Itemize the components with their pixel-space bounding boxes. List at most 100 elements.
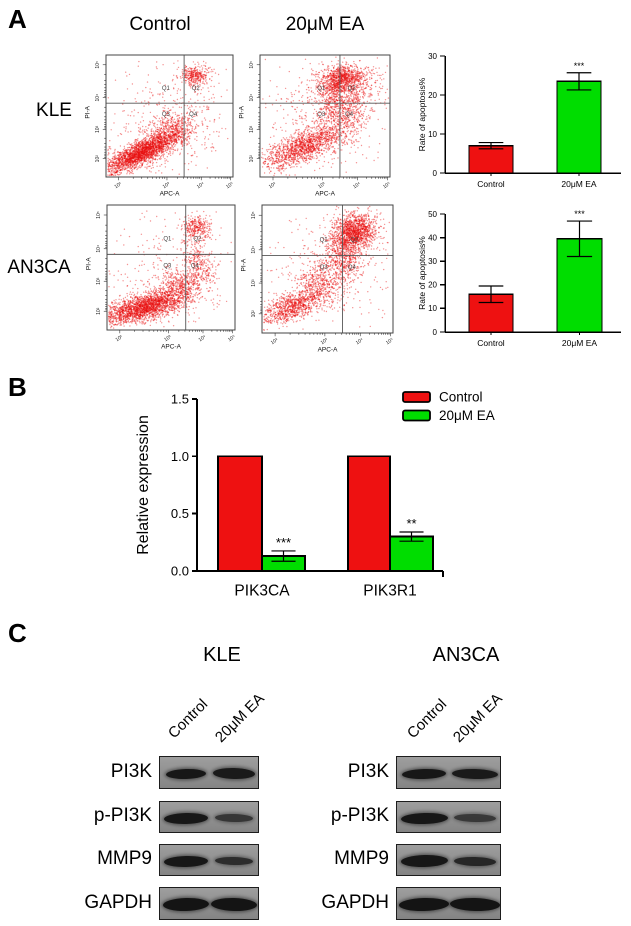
error-bar: [478, 285, 504, 304]
legend-label: Control: [439, 390, 483, 405]
flow-plot-kle-control: Q1 Q2 Q3 Q4 10² 10³ 10⁴ 10⁵ 10⁵ 10⁴ 10³ 10² APC-A PI-…: [80, 52, 238, 198]
scatter-points: [107, 210, 232, 329]
category-label: 20μM EA: [561, 179, 596, 189]
x-tick-label: 10²: [268, 181, 278, 190]
y-tick-label: 10: [428, 304, 437, 313]
blot-group-title-kle: KLE: [203, 644, 241, 666]
y-tick-label: 10⁵: [96, 211, 102, 219]
y-tick-label: 30: [428, 52, 437, 61]
flow-plot-svg: Q1 Q2 Q3 Q4 10² 10³ 10⁴ 10⁵ 10⁵ 10⁴ 10³ 10² APC-A PI-…: [239, 54, 392, 198]
blot-image-an3ca-mmp9: [396, 844, 501, 876]
y-tick-label: 1.5: [171, 392, 189, 407]
y-tick-label: 10⁵: [95, 61, 101, 69]
category-label: 20μM EA: [562, 338, 597, 348]
category-label: PIK3R1: [363, 582, 416, 599]
axis-ticks: [102, 64, 231, 181]
chart-svg: 0 10 20 30 40 50 Rate of apoptosis% Control *** 2…: [417, 209, 621, 348]
lane-label-kle-0: Control: [164, 695, 212, 742]
y-tick-label: 50: [428, 210, 437, 219]
lane-label-an3ca-1: 20μM EA: [449, 690, 506, 746]
y-tick-label: 0.5: [171, 506, 189, 521]
panel-a-label: A: [8, 4, 27, 34]
category-label: PIK3CA: [234, 582, 290, 599]
protein-band: [449, 897, 500, 912]
bar-chart-relative-expression: 0.0 0.5 1.0 1.5 Relative expression *** PIK3CA…: [100, 385, 540, 613]
x-tick-label: 10³: [163, 334, 173, 343]
protein-label-mmp9: MMP9: [334, 848, 389, 869]
y-tick-label: 10⁵: [249, 61, 255, 69]
quadrant-label: Q1: [317, 86, 326, 92]
lane-label-an3ca-0: Control: [403, 695, 451, 742]
y-tick-label: 10⁴: [95, 94, 101, 102]
y-tick-label: 10³: [95, 125, 101, 133]
chart-svg: 0.0 0.5 1.0 1.5 Relative expression *** PIK3CA…: [135, 390, 495, 600]
x-axis-title: APC-A: [160, 191, 181, 198]
bar-20μM EA-: [556, 80, 602, 174]
x-tick-label: 10⁵: [382, 181, 392, 190]
blot-image-kle-pi3k: [159, 756, 259, 789]
x-tick-label: 10²: [270, 337, 280, 346]
protein-band: [453, 813, 496, 823]
quadrant-label: Q3: [162, 112, 171, 118]
error-bar: [399, 531, 424, 542]
panel-a-header-control: Control: [129, 14, 191, 35]
significance-label: ***: [276, 535, 291, 550]
x-tick-label: 10⁵: [385, 337, 395, 346]
bar-Control-: [468, 145, 514, 174]
y-axis-label: Relative expression: [135, 415, 152, 555]
y-tick-label: 10²: [251, 310, 257, 318]
protein-label-pi3k: PI3K: [110, 760, 152, 782]
protein-label-gapdh: GAPDH: [84, 891, 152, 913]
blot-image-kle-p-pi3k: [159, 801, 259, 833]
y-tick-label: 0.0: [171, 564, 189, 579]
protein-band: [165, 767, 207, 780]
blot-image-kle-mmp9: [159, 844, 259, 876]
flow-plot-svg: Q1 Q2 Q3 Q4 10² 10³ 10⁴ 10⁵ 10⁵ 10⁴ 10³ 10² APC-A PI-…: [85, 54, 235, 198]
flow-plot-svg: Q1 Q2 Q3 Q4 10² 10³ 10⁴ 10⁵ 10⁵ 10⁴ 10³ 10² APC-A PI-…: [241, 204, 395, 354]
y-axis-title: PI-A: [239, 105, 246, 118]
error-bar: [566, 72, 592, 91]
x-tick-label: 10⁴: [196, 181, 206, 190]
error-bar: [478, 141, 504, 150]
x-tick-label: 10⁴: [355, 337, 365, 346]
chart-svg: 0 10 20 30 Rate of apoptosis% Control *** 20μM …: [417, 52, 621, 189]
scatter-points: [261, 56, 390, 177]
blot-image-an3ca-p-pi3k: [396, 801, 501, 833]
flow-plot-kle-ea: Q1 Q2 Q3 Q4 10² 10³ 10⁴ 10⁵ 10⁵ 10⁴ 10³ 10² APC-A PI-…: [234, 52, 395, 198]
axis-ticks: [256, 64, 388, 181]
y-tick-label: 0: [433, 328, 438, 337]
panel-b-label: B: [8, 372, 27, 402]
quadrant-label: Q1: [162, 86, 171, 92]
significance-label: **: [406, 516, 416, 531]
y-tick-label: 10⁴: [251, 246, 257, 254]
blot-image-an3ca-gapdh: [396, 887, 501, 920]
x-tick-label: 10²: [113, 181, 123, 190]
quadrant-label: Q3: [320, 265, 329, 271]
y-tick-label: 20: [428, 91, 437, 100]
quadrant-label: Q1: [163, 237, 172, 243]
x-axis-title: APC-A: [318, 347, 339, 354]
error-bar: [271, 550, 296, 562]
protein-label-mmp9: MMP9: [97, 848, 152, 869]
quadrant-label: Q1: [320, 237, 329, 243]
row-label-an3ca: AN3CA: [7, 257, 71, 278]
x-tick-label: 10³: [317, 181, 327, 190]
significance-label: ***: [574, 209, 585, 219]
plot-frame: [261, 204, 394, 334]
protein-band: [162, 897, 210, 912]
significance-label: ***: [574, 61, 585, 71]
legend-swatch-20μM EA: [402, 409, 431, 422]
protein-band: [214, 813, 254, 823]
y-tick-label: 10⁵: [251, 211, 257, 219]
quadrant-label: Q4: [348, 265, 357, 271]
x-tick-label: 10²: [115, 334, 125, 343]
y-tick-label: 10³: [96, 277, 102, 285]
lane-label-kle-1: 20μM EA: [211, 690, 268, 746]
category-label: Control: [477, 179, 505, 189]
y-tick-label: 10⁴: [96, 245, 102, 253]
plot-frame: [259, 54, 391, 178]
bar-chart-apoptosis-an3ca: 0 10 20 30 40 50 Rate of apoptosis% Control *** 2…: [415, 203, 631, 365]
quadrant-label: Q4: [189, 112, 198, 118]
y-tick-label: 10: [428, 130, 437, 139]
